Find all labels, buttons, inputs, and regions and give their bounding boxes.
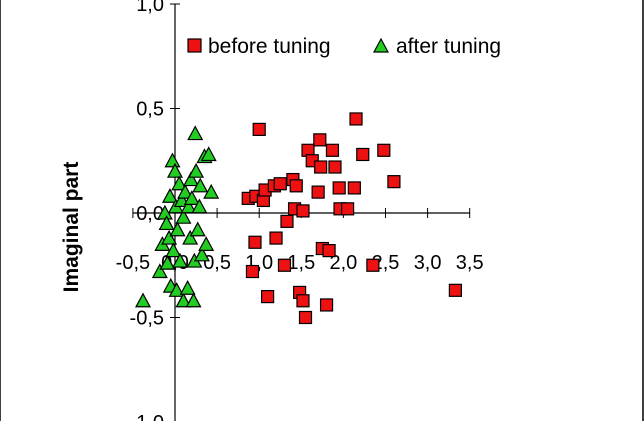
point-before-tuning: [252, 122, 266, 137]
x-tick-label: 3,0: [414, 252, 442, 274]
point-after-tuning: [188, 162, 205, 178]
point-after-tuning: [166, 162, 184, 178]
point-before-tuning: [349, 112, 363, 126]
legend-after-label: after tuning: [396, 35, 501, 58]
point-before-tuning: [296, 204, 310, 218]
point-before-tuning: [280, 214, 294, 228]
point-before-tuning: [325, 143, 340, 157]
point-before-tuning: [261, 290, 275, 304]
point-after-tuning: [182, 171, 200, 187]
point-after-tuning: [175, 292, 192, 308]
point-after-tuning: [165, 242, 182, 258]
point-before-tuning: [366, 258, 380, 272]
point-after-tuning: [164, 152, 181, 168]
point-before-tuning: [387, 175, 401, 189]
point-before-tuning: [296, 294, 310, 308]
point-after-tuning: [175, 208, 192, 224]
y-tick-label: 1,0: [136, 0, 164, 16]
point-before-tuning: [332, 181, 346, 195]
y-tick-labels: 1,0 0,5 0,0 -0,5 -1,0: [130, 0, 164, 421]
point-after-tuning: [200, 146, 217, 162]
point-after-tuning: [172, 252, 189, 268]
y-tick-label: -0,5: [130, 308, 164, 330]
x-tick-label: 2,0: [329, 252, 357, 274]
point-after-tuning: [158, 215, 175, 231]
point-before-tuning: [245, 264, 260, 279]
point-before-tuning: [328, 160, 342, 174]
point-after-tuning: [189, 221, 206, 237]
point-before-tuning: [341, 202, 355, 216]
point-after-tuning: [185, 292, 202, 308]
point-after-tuning: [159, 254, 176, 270]
x-tick-label: -0,5: [116, 252, 150, 274]
point-before-tuning: [311, 185, 325, 199]
point-after-tuning: [161, 188, 178, 203]
y-axis-title: Imaginal part: [60, 162, 83, 293]
y-tick-label: 0,0: [136, 203, 164, 225]
point-before-tuning: [298, 310, 313, 325]
point-before-tuning: [289, 179, 303, 193]
legend: before tuning after tuning: [187, 35, 501, 58]
point-after-tuning: [169, 221, 186, 237]
point-before-tuning: [248, 235, 262, 249]
legend-before-label: before tuning: [208, 35, 331, 58]
point-before-tuning: [356, 147, 370, 162]
point-before-tuning: [269, 231, 283, 245]
point-before-tuning: [377, 143, 391, 157]
point-before-tuning: [319, 298, 334, 312]
point-before-tuning: [347, 181, 361, 195]
point-after-tuning: [203, 183, 220, 199]
point-before-tuning: [314, 160, 328, 174]
point-after-tuning: [198, 236, 215, 251]
point-after-tuning: [168, 282, 185, 297]
point-after-tuning: [193, 246, 210, 262]
x-tick-labels: -0,50,00,51,01,52,02,53,03,5: [116, 252, 484, 274]
point-before-tuning: [277, 258, 292, 272]
point-after-tuning: [191, 198, 208, 214]
point-after-tuning: [183, 190, 200, 205]
point-after-tuning: [179, 279, 196, 295]
x-tick-label: 0,5: [203, 252, 231, 274]
x-tick-label: 3,5: [456, 252, 484, 274]
point-after-tuning: [182, 229, 199, 245]
series-before-tuning: [241, 112, 462, 325]
point-after-tuning: [161, 229, 178, 245]
point-after-tuning: [177, 183, 194, 199]
point-after-tuning: [192, 177, 209, 193]
series-after-tuning: [134, 125, 220, 308]
point-before-tuning: [322, 244, 336, 258]
point-after-tuning: [187, 125, 204, 141]
x-tick-label: 1,5: [287, 252, 315, 274]
point-after-tuning: [151, 263, 168, 279]
point-after-tuning: [171, 175, 188, 191]
point-before-tuning: [313, 133, 327, 147]
point-before-tuning: [448, 283, 462, 297]
legend-after-marker: [372, 37, 390, 53]
y-tick-label: 0,5: [136, 99, 164, 121]
legend-before-marker: [187, 38, 202, 53]
y-tick-label: -1,0: [130, 412, 164, 421]
point-after-tuning: [180, 198, 197, 214]
point-before-tuning: [273, 177, 287, 191]
point-after-tuning: [134, 292, 152, 308]
